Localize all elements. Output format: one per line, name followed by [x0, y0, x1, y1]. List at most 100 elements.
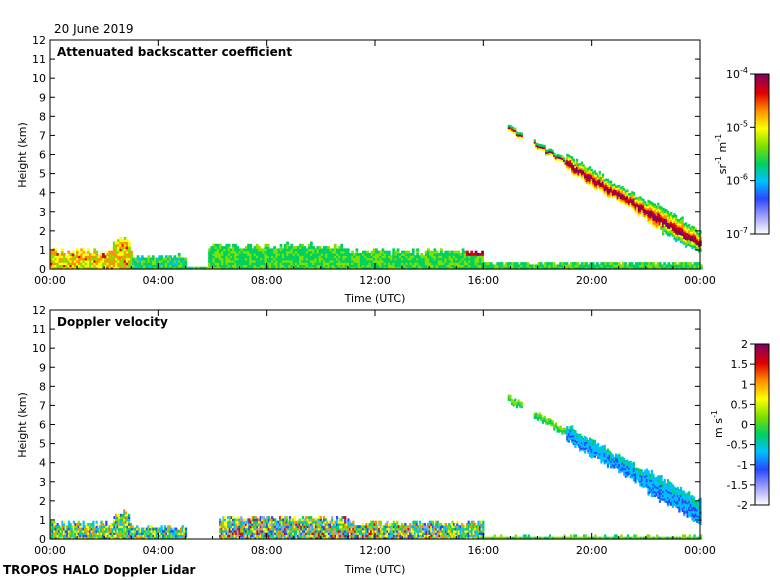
backscatter-cell [457, 257, 461, 261]
backscatter-cloud-cell [678, 219, 681, 222]
velocity-cell [56, 522, 59, 526]
velocity-cell [256, 536, 259, 540]
backscatter-cloud-cell [691, 244, 694, 248]
backscatter-cell [401, 250, 404, 254]
velocity-cell [321, 529, 324, 533]
backscatter-cloud-cell [569, 159, 572, 163]
backscatter-cell [507, 262, 510, 266]
backscatter-cell [173, 264, 177, 268]
backscatter-cell [253, 255, 257, 259]
backscatter-cloud-cell [623, 193, 626, 197]
backscatter-cloud-cell [681, 218, 684, 221]
velocity-cell [472, 527, 475, 531]
backscatter-cloud-cell [541, 148, 545, 151]
backscatter-cell [255, 262, 259, 266]
backscatter-cloud-cell [574, 167, 577, 170]
backscatter-cell [212, 264, 216, 268]
backscatter-cell [390, 264, 393, 268]
backscatter-cell [416, 259, 419, 263]
backscatter-cell [463, 257, 467, 261]
backscatter-cell [318, 264, 322, 268]
backscatter-cell [468, 264, 471, 268]
velocity-cell [67, 534, 71, 538]
backscatter-cloud-cell [647, 205, 650, 209]
backscatter-cell [56, 255, 60, 259]
backscatter-cell [552, 262, 556, 266]
backscatter-cell [225, 252, 229, 256]
velocity-cell [597, 536, 600, 540]
backscatter-cloud-cell [637, 200, 640, 204]
backscatter-cell [258, 252, 261, 256]
velocity-cell [235, 525, 238, 529]
backscatter-cloud-cell [603, 181, 606, 184]
backscatter-cell [368, 264, 372, 268]
velocity-cell [66, 536, 69, 540]
velocity-cell [253, 520, 256, 524]
velocity-cloud-cell [561, 432, 564, 435]
velocity-cell [123, 509, 126, 513]
backscatter-cell [388, 252, 391, 256]
velocity-cell [85, 536, 88, 540]
velocity-cell [261, 527, 264, 531]
velocity-cell [274, 525, 277, 529]
backscatter-cell [431, 264, 435, 268]
velocity-cell [327, 525, 331, 529]
backscatter-cell [253, 246, 257, 249]
velocity-cell [228, 525, 231, 529]
velocity-cell [336, 532, 339, 536]
backscatter-cloud-cell [627, 204, 631, 208]
velocity-cell [87, 525, 90, 529]
velocity-cell [160, 536, 163, 540]
velocity-cell [162, 529, 165, 533]
velocity-cell [116, 522, 119, 526]
velocity-cell [379, 529, 383, 533]
backscatter-cloud-cell [686, 224, 689, 228]
velocity-cell [350, 525, 353, 529]
velocity-cell [249, 532, 253, 536]
velocity-cell [92, 527, 95, 531]
backscatter-cell [303, 262, 307, 266]
velocity-cloud-cell [549, 421, 553, 424]
backscatter-cloud-cell [623, 201, 626, 205]
backscatter-cell [225, 246, 229, 249]
colorbar-tick-label: 10-6 [726, 173, 748, 188]
backscatter-cloud-cell [592, 175, 595, 178]
velocity-cell [345, 525, 348, 529]
backscatter-cell [227, 250, 231, 254]
backscatter-cell [305, 252, 309, 256]
backscatter-cell [359, 259, 363, 263]
velocity-cell [121, 534, 124, 538]
x-tick-label: 12:00 [359, 274, 391, 287]
backscatter-cell [366, 257, 370, 261]
velocity-cell [646, 534, 649, 538]
velocity-cell [344, 534, 347, 538]
backscatter-cell [661, 266, 664, 270]
backscatter-cloud-cell [597, 182, 600, 186]
velocity-cell [233, 520, 236, 524]
velocity-cell [300, 522, 303, 526]
velocity-cell [227, 534, 230, 538]
velocity-cell [98, 529, 101, 533]
velocity-cell [269, 532, 272, 536]
velocity-cell [219, 518, 222, 522]
velocity-cloud-cell [540, 414, 543, 417]
velocity-cell [124, 534, 127, 538]
backscatter-cell [119, 259, 123, 263]
velocity-cell [453, 529, 456, 533]
velocity-cell [243, 529, 246, 533]
backscatter-cloud-cell [613, 189, 616, 192]
backscatter-cell [234, 259, 237, 263]
velocity-cell [290, 525, 293, 529]
velocity-cell [311, 532, 314, 536]
velocity-cell [149, 527, 152, 531]
backscatter-cell [251, 255, 255, 259]
velocity-cell [314, 527, 318, 531]
velocity-cell [635, 534, 638, 538]
backscatter-cell [427, 262, 430, 266]
velocity-cell [332, 525, 335, 529]
velocity-cell [483, 536, 487, 540]
velocity-cell [184, 534, 188, 538]
backscatter-cell [223, 266, 227, 270]
velocity-cell [332, 536, 335, 540]
backscatter-cell [433, 262, 437, 266]
